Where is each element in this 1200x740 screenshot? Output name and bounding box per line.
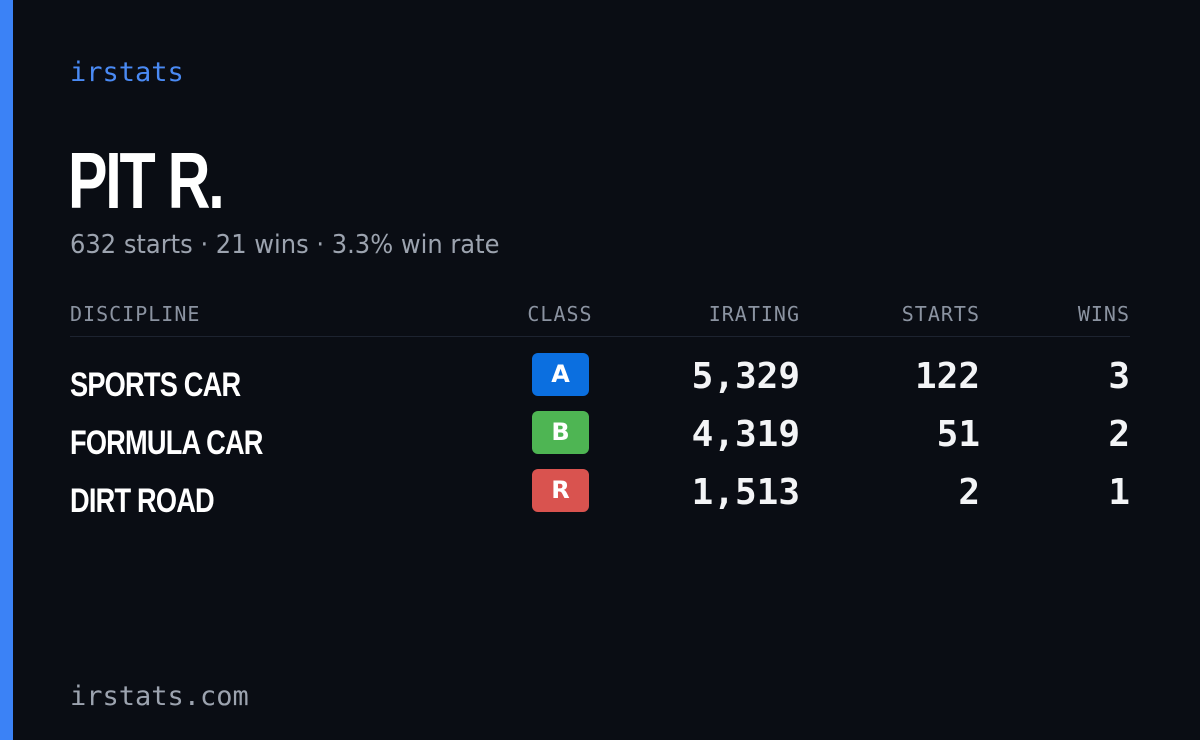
irating-value: 5,329: [691, 356, 800, 397]
footer-url: irstats.com: [70, 681, 249, 712]
irating-value: 4,319: [691, 414, 800, 455]
irating-value: 1,513: [691, 472, 800, 513]
starts-value: 51: [936, 414, 980, 455]
header-discipline: DISCIPLINE: [70, 302, 201, 326]
header-starts: STARTS: [901, 302, 980, 326]
wins-value: 3: [1108, 356, 1130, 397]
player-summary: 632 starts · 21 wins · 3.3% win rate: [70, 230, 500, 260]
starts-value: 2: [958, 472, 980, 513]
accent-bar: [0, 0, 13, 740]
header-irating: IRATING: [708, 302, 800, 326]
discipline-name: SPORTS CAR: [70, 366, 241, 404]
player-name: PIT R.: [68, 136, 225, 225]
discipline-name: DIRT ROAD: [70, 482, 215, 520]
discipline-table: DISCIPLINE CLASS IRATING STARTS WINS SPO…: [70, 298, 1130, 527]
wins-value: 1: [1108, 472, 1130, 513]
header-wins: WINS: [1077, 302, 1130, 326]
license-class-badge: R: [532, 469, 589, 512]
table-row: SPORTS CAR A 5,329 122 3: [70, 353, 1130, 411]
header-class: CLASS: [527, 302, 593, 326]
brand-logo: irstats: [70, 57, 184, 88]
table-row: DIRT ROAD R 1,513 2 1: [70, 469, 1130, 527]
table-row: FORMULA CAR B 4,319 51 2: [70, 411, 1130, 469]
table-header-row: DISCIPLINE CLASS IRATING STARTS WINS: [70, 298, 1130, 337]
wins-value: 2: [1108, 414, 1130, 455]
discipline-name: FORMULA CAR: [70, 424, 263, 462]
license-class-badge: B: [532, 411, 589, 454]
license-class-badge: A: [532, 353, 589, 396]
starts-value: 122: [914, 356, 980, 397]
